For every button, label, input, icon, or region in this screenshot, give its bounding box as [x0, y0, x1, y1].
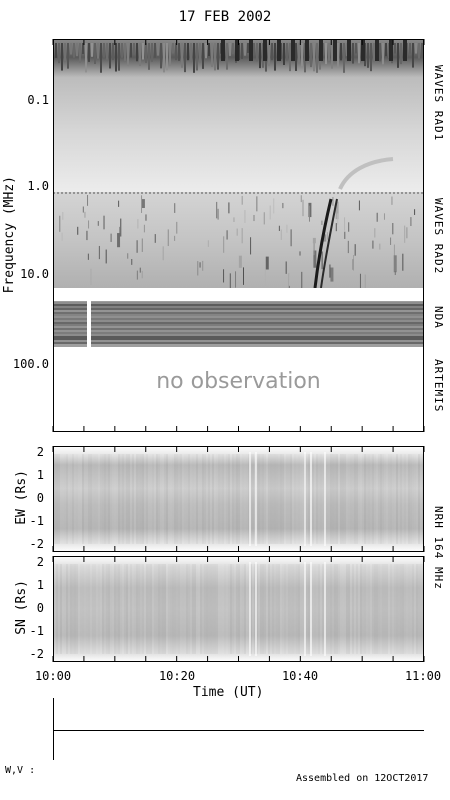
date-title: 17 FEB 2002	[178, 9, 272, 25]
burst-trace-main	[313, 198, 333, 289]
spectrogram-panel	[53, 39, 424, 432]
sn-tick-m1: -1	[29, 624, 44, 638]
time-axis-label: Time (UT)	[193, 685, 264, 700]
rad2-band	[53, 192, 424, 288]
ew-heat	[53, 446, 424, 552]
gap-band	[53, 288, 424, 301]
label-artemis: ARTEMIS	[432, 359, 445, 413]
time-tick-1100: 11:00	[404, 669, 442, 683]
sn-svg	[53, 556, 424, 662]
time-tick-1020: 10:20	[158, 669, 196, 683]
sn-panel	[53, 556, 424, 662]
ew-tick-2: 2	[36, 445, 44, 459]
ew-panel	[53, 446, 424, 552]
ew-tick-0: 0	[36, 491, 44, 505]
burst-trace-harmonic	[320, 198, 338, 289]
spectrogram-svg	[53, 39, 424, 347]
nda-lines	[53, 302, 424, 344]
ew-tick-m2: -2	[29, 537, 44, 551]
time-tick-1000: 10:00	[34, 669, 72, 683]
freq-tick-1.0: 1.0	[27, 179, 49, 193]
nda-dropout	[87, 301, 91, 347]
freq-tick-100.0: 100.0	[12, 357, 49, 371]
label-waves-rad1: WAVES RAD1	[432, 65, 445, 142]
assembled-footer: Assembled on 12OCT2017	[296, 773, 429, 784]
label-nda: NDA	[432, 306, 445, 329]
freq-tick-0.1: 0.1	[27, 93, 49, 107]
time-tick-1040: 10:40	[281, 669, 319, 683]
ew-svg	[53, 446, 424, 552]
label-waves-rad2: WAVES RAD2	[432, 198, 445, 275]
rad2-streaks	[59, 195, 416, 291]
wv-axis-line	[53, 698, 54, 760]
wv-label: W,V :	[5, 765, 36, 776]
ew-streaks	[53, 452, 424, 546]
sn-tick-2: 2	[36, 555, 44, 569]
sn-tick-m2: -2	[29, 647, 44, 661]
wv-baseline	[53, 730, 424, 731]
ew-tick-1: 1	[36, 468, 44, 482]
label-nrh-164: NRH 164 MHz	[432, 506, 445, 590]
burst-trace-rad1	[338, 157, 394, 190]
freq-tick-10.0: 10.0	[20, 267, 49, 281]
sn-tick-0: 0	[36, 601, 44, 615]
no-observation-text: no observation	[156, 369, 321, 394]
sn-tick-1: 1	[36, 578, 44, 592]
sn-heat	[53, 556, 424, 662]
ew-tick-m1: -1	[29, 514, 44, 528]
rad1-streaks	[53, 39, 423, 73]
